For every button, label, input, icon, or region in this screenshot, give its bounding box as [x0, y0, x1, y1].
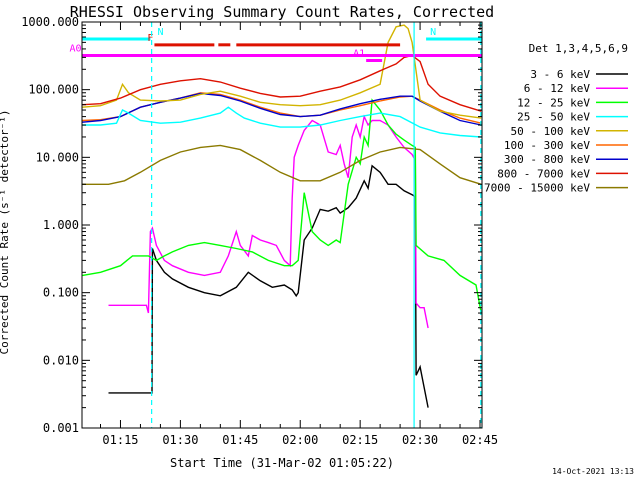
chart-title: RHESSI Observing Summary Count Rates, Co…: [70, 3, 494, 21]
series-line-25-50-kev-kev: [82, 106, 482, 138]
series-line-50-100-kev-kev: [82, 24, 482, 119]
series-line-12-25-kev-kev: [82, 98, 482, 314]
axis-layer: 1000.000 100.000 10.000 1.000 0.100 0.010 0.00…: [21, 15, 498, 447]
series-layer: [82, 24, 482, 408]
x-tick-label: 02:45: [462, 433, 498, 447]
legend-entry-label: 12 - 25 keV: [517, 96, 590, 109]
legend-entry-label: 6 - 12 keV: [524, 82, 591, 95]
legend-entry-label: 7000 - 15000 keV: [484, 182, 590, 195]
annotation-label-a1: A1: [353, 48, 365, 59]
x-tick-label: 02:00: [282, 433, 318, 447]
x-tick-label: 02:30: [402, 433, 438, 447]
y-tick-label: 10.000: [36, 150, 79, 164]
annotation-label-a0: A0: [69, 43, 81, 54]
annotation-label-f: F: [147, 33, 153, 44]
series-line-6-12-kev-kev: [108, 114, 429, 329]
legend-entry-label: 100 - 300 keV: [504, 139, 590, 152]
legend-entry-label: 300 - 800 keV: [504, 153, 590, 166]
y-axis-label: Corrected Count Rate (s⁻¹ detector⁻¹): [0, 109, 11, 354]
x-axis-label: Start Time (31-Mar-02 01:05:22): [170, 456, 394, 470]
series-line-7000-15000-kev-kev: [82, 144, 482, 186]
y-tick-label: 1000.000: [21, 15, 79, 29]
y-tick-label: 0.100: [43, 286, 79, 300]
x-tick-label: 01:30: [162, 433, 198, 447]
x-tick-label: 01:45: [222, 433, 258, 447]
legend-entry-label: 3 - 6 keV: [530, 68, 590, 81]
y-tick-label: 100.000: [28, 83, 79, 97]
plot-frame: [81, 21, 483, 429]
vertical-line-layer: [151, 22, 482, 428]
annotation-label-n: N: [158, 27, 164, 38]
legend-entry-label: 25 - 50 keV: [517, 111, 590, 124]
x-tick-label: 02:15: [342, 433, 378, 447]
y-tick-label: 0.010: [43, 353, 79, 367]
series-line-800-7000-kev-kev: [82, 54, 482, 112]
legend-entry-label: 50 - 100 keV: [511, 125, 591, 138]
x-tick-label: 01:15: [102, 433, 138, 447]
footer-date: 14-Oct-2021 13:13: [552, 467, 634, 476]
series-line-3-6-kev-kev: [108, 164, 429, 408]
annotation-label-n: N: [430, 27, 436, 38]
legend-entry-label: 800 - 7000 keV: [497, 167, 590, 180]
y-tick-label: 0.001: [43, 421, 79, 435]
series-line-300-800-kev-kev: [82, 92, 482, 126]
y-tick-label: 1.000: [43, 218, 79, 232]
legend-title: Det 1,3,4,5,6,9: [529, 42, 628, 55]
